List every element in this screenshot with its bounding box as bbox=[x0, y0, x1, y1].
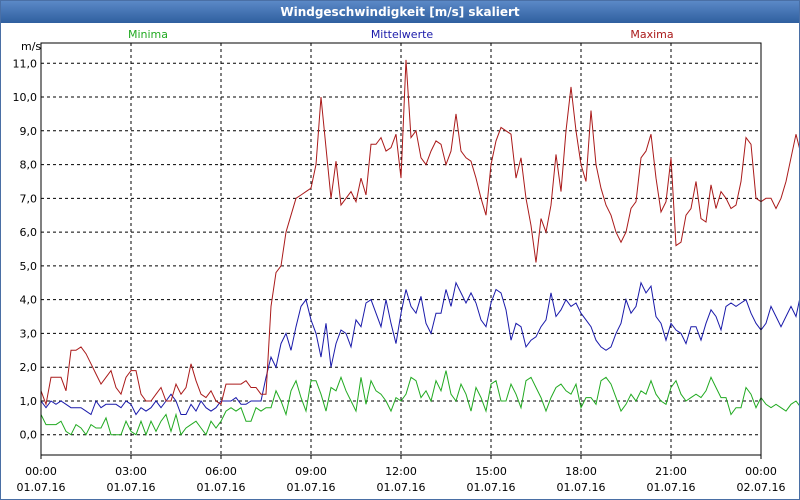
y-axis-unit-label: m/s bbox=[21, 40, 41, 53]
x-tick-time: 06:00 bbox=[205, 465, 237, 478]
y-tick-label: 0,0 bbox=[20, 429, 38, 442]
x-tick-date: 01.07.16 bbox=[377, 481, 426, 494]
x-tick-time: 15:00 bbox=[475, 465, 507, 478]
x-tick-time: 03:00 bbox=[115, 465, 147, 478]
x-tick-date: 01.07.16 bbox=[647, 481, 696, 494]
y-tick-label: 1,0 bbox=[20, 395, 38, 408]
x-tick-time: 00:00 bbox=[25, 465, 57, 478]
x-tick-time: 09:00 bbox=[295, 465, 327, 478]
y-tick-label: 2,0 bbox=[20, 361, 38, 374]
y-tick-label: 4,0 bbox=[20, 294, 38, 307]
y-tick-label: 10,0 bbox=[13, 91, 38, 104]
x-tick-date: 01.07.16 bbox=[17, 481, 66, 494]
y-tick-label: 8,0 bbox=[20, 159, 38, 172]
y-tick-label: 3,0 bbox=[20, 327, 38, 340]
y-tick-label: 11,0 bbox=[13, 57, 38, 70]
wind-speed-chart: m/s Minima Mittelwerte Maxima 0,0 1,0 2,0 3… bbox=[13, 28, 799, 494]
y-tick-label: 6,0 bbox=[20, 226, 38, 239]
window-title: Windgeschwindigkeit [m/s] skaliert bbox=[1, 1, 799, 23]
plot-frame bbox=[40, 42, 762, 456]
x-tick-time: 21:00 bbox=[655, 465, 687, 478]
series-line-maxima bbox=[40, 59, 799, 407]
y-tick-label: 9,0 bbox=[20, 125, 38, 138]
y-tick-label: 5,0 bbox=[20, 260, 38, 273]
x-tick-date: 01.07.16 bbox=[467, 481, 516, 494]
series-line-minima bbox=[40, 370, 799, 437]
legend-mittelwerte: Mittelwerte bbox=[371, 28, 434, 41]
x-tick-time: 18:00 bbox=[565, 465, 597, 478]
series-line-mittelwerte bbox=[40, 281, 799, 416]
x-tick-date: 01.07.16 bbox=[557, 481, 606, 494]
legend-maxima: Maxima bbox=[630, 28, 673, 41]
x-tick-time: 00:00 bbox=[745, 465, 777, 478]
x-tick-time: 12:00 bbox=[385, 465, 417, 478]
x-tick-date: 01.07.16 bbox=[287, 481, 336, 494]
x-tick-date: 02.07.16 bbox=[737, 481, 786, 494]
legend-minima: Minima bbox=[128, 28, 168, 41]
x-tick-date: 01.07.16 bbox=[107, 481, 156, 494]
x-tick-date: 01.07.16 bbox=[197, 481, 246, 494]
y-tick-label: 7,0 bbox=[20, 192, 38, 205]
